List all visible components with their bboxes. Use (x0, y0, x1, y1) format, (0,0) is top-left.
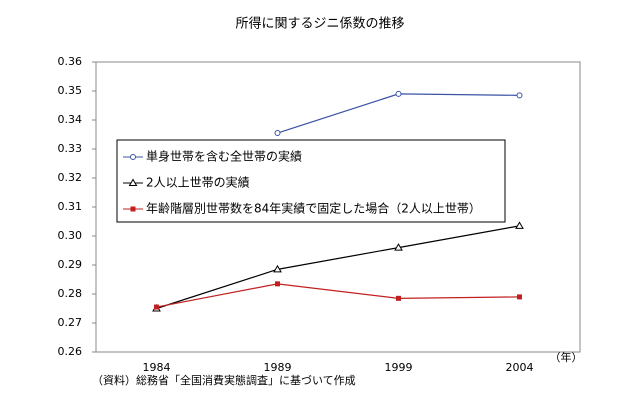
legend-marker (130, 206, 136, 212)
y-tick-label: 0.32 (58, 171, 83, 184)
data-point (275, 281, 280, 287)
y-tick-label: 0.28 (58, 287, 83, 300)
data-point (274, 130, 281, 137)
data-point (394, 243, 403, 251)
legend-label: 年齢階層別世帯数を84年実績で固定した場合（2人以上世帯） (146, 201, 481, 216)
y-tick-label: 0.35 (58, 84, 83, 97)
x-unit: （年） (550, 350, 583, 364)
data-point (516, 92, 523, 99)
y-tick-label: 0.29 (58, 258, 83, 271)
data-point (273, 264, 282, 273)
legend-box (116, 139, 506, 223)
y-tick-label: 0.31 (58, 200, 83, 213)
y-tick-label: 0.34 (58, 113, 83, 126)
legend-label: 単身世帯を含む全世帯の実績 (146, 149, 302, 164)
data-point (515, 221, 524, 229)
chart-title: 所得に関するジニ係数の推移 (235, 16, 404, 32)
source-note: （資料）総務省「全国消費実態調査」に基づいて作成 (92, 373, 356, 387)
legend-marker (128, 178, 138, 186)
legend-marker (130, 154, 136, 160)
data-point (395, 90, 402, 97)
data-point (396, 295, 401, 301)
y-tick-label: 0.27 (58, 316, 83, 329)
series-line (156, 225, 520, 310)
data-point (154, 304, 159, 310)
y-tick-label: 0.36 (58, 55, 83, 68)
x-tick-label: 1999 (385, 361, 413, 374)
x-tick-label: 1989 (264, 361, 292, 374)
series-line (277, 93, 520, 134)
y-tick-label: 0.26 (58, 345, 83, 358)
y-tick-label: 0.33 (58, 142, 83, 155)
x-tick-label: 2004 (506, 361, 534, 374)
x-tick-label: 1984 (143, 361, 171, 374)
legend-label: 2人以上世帯の実績 (146, 175, 250, 190)
y-tick-label: 0.30 (58, 229, 83, 242)
series-line (156, 283, 520, 308)
data-point (517, 294, 522, 300)
